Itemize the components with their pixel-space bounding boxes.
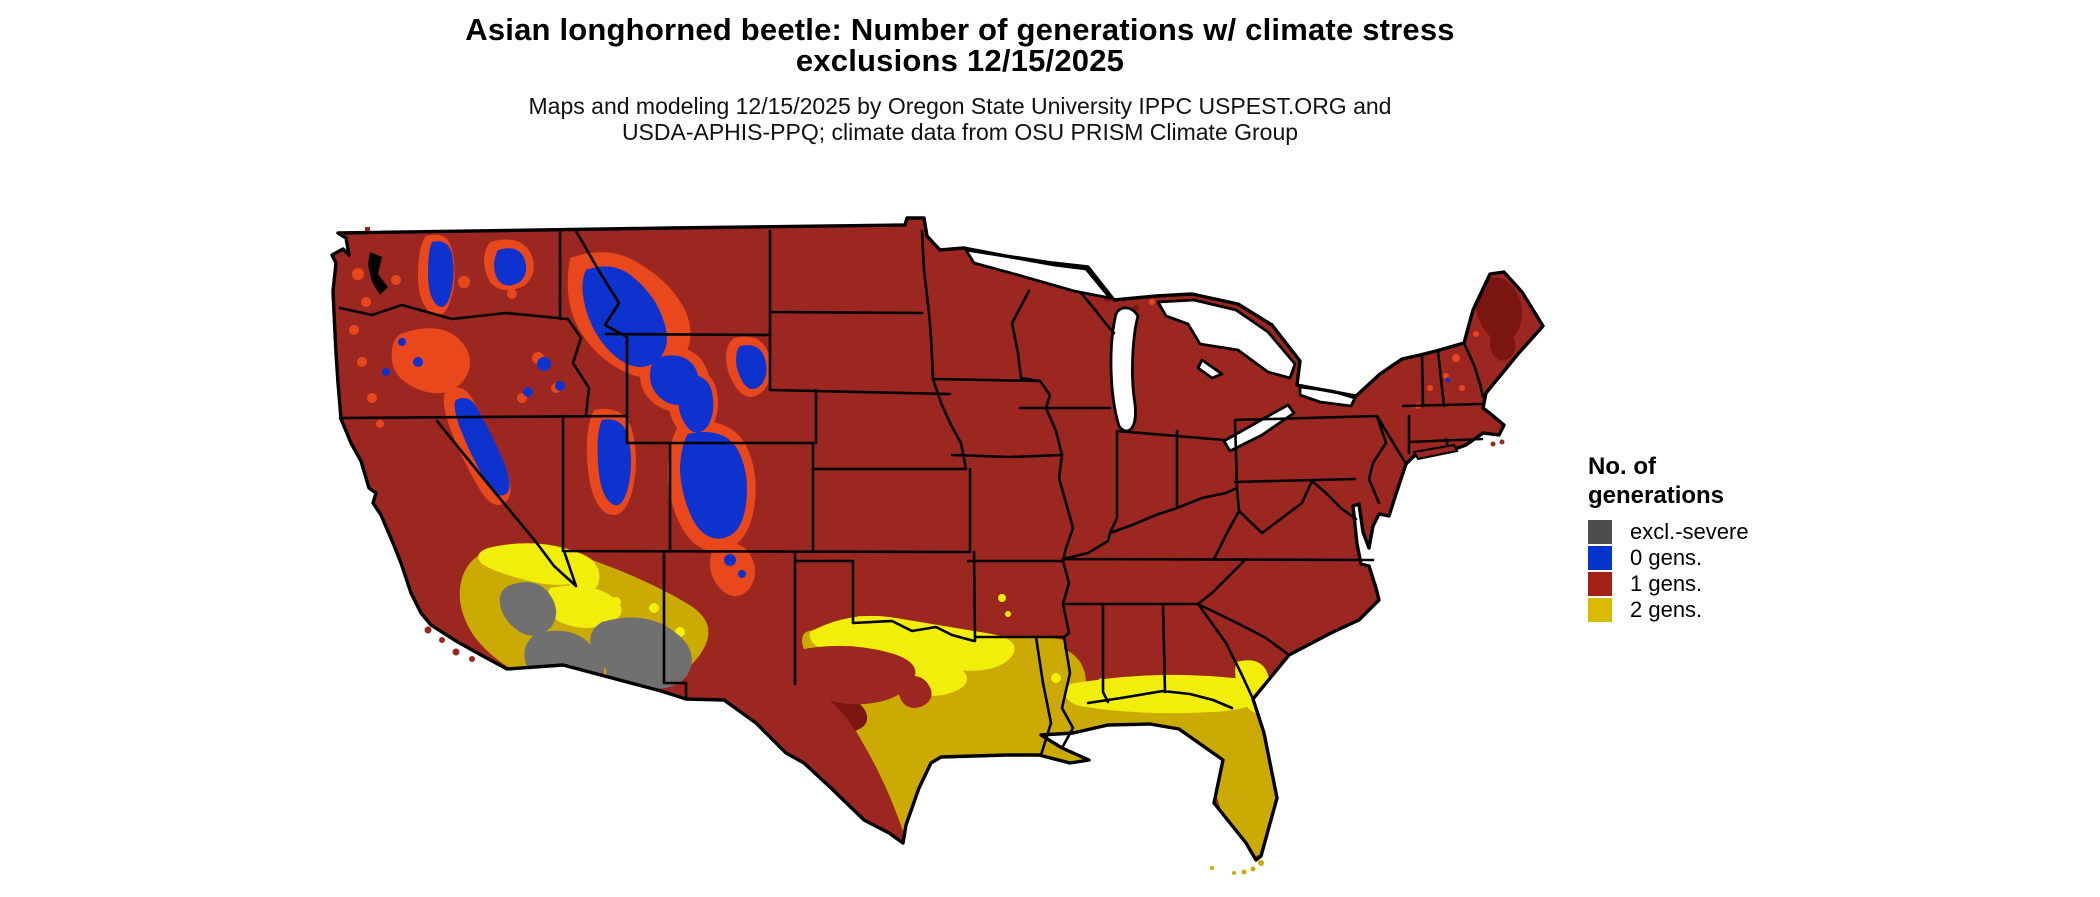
legend-swatch-1 (1588, 546, 1612, 570)
legend-title: No. of generations (1588, 452, 1808, 510)
legend-row-3: 2 gens. (1588, 597, 1808, 623)
legend-swatch-0 (1588, 520, 1612, 544)
red-intrusions (761, 645, 932, 781)
legend-items: excl.-severe 0 gens. 1 gens. 2 gens. (1588, 519, 1808, 623)
legend-swatch-3 (1588, 598, 1612, 622)
legend-title-line1: No. of (1588, 453, 1656, 480)
legend-row-0: excl.-severe (1588, 519, 1808, 545)
state-borders (338, 229, 1485, 757)
us-map-svg (330, 216, 1545, 875)
header: Asian longhorned beetle: Number of gener… (250, 14, 1670, 145)
lake-michigan (1109, 306, 1140, 433)
map-subtitle-line1: Maps and modeling 12/15/2025 by Oregon S… (528, 93, 1392, 119)
saginaw-bay (1196, 358, 1224, 380)
legend-row-1: 0 gens. (1588, 545, 1808, 571)
channel-islands (365, 227, 1505, 662)
florida-keys (1210, 860, 1264, 875)
map-title-line2: exclusions 12/15/2025 (795, 43, 1125, 78)
puget-sound (368, 252, 388, 295)
legend-label-0: excl.-severe (1630, 519, 1749, 544)
lake-erie (1222, 403, 1296, 453)
map-subtitle-line2: USDA-APHIS-PPQ; climate data from OSU PR… (621, 119, 1299, 145)
map-title-line1: Asian longhorned beetle: Number of gener… (465, 12, 1455, 47)
legend-label-3: 2 gens. (1630, 597, 1703, 622)
map-title: Asian longhorned beetle: Number of gener… (250, 14, 1670, 76)
legend-label-1: 0 gens. (1630, 545, 1703, 570)
legend-swatch-2 (1588, 572, 1612, 596)
legend-row-2: 1 gens. (1588, 571, 1808, 597)
zero-generation-blue-patches (382, 241, 1451, 589)
conus-outline (330, 216, 1545, 862)
legend: No. of generations excl.-severe 0 gens. 1 … (1588, 452, 1808, 623)
lake-huron (1156, 298, 1297, 380)
legend-title-line2: generations (1588, 482, 1725, 509)
long-island (1412, 443, 1459, 461)
map-subtitle: Maps and modeling 12/15/2025 by Oregon S… (250, 93, 1670, 145)
us-generations-map (250, 162, 1560, 892)
coastal-details (365, 227, 1505, 875)
legend-label-2: 1 gens. (1630, 571, 1703, 596)
